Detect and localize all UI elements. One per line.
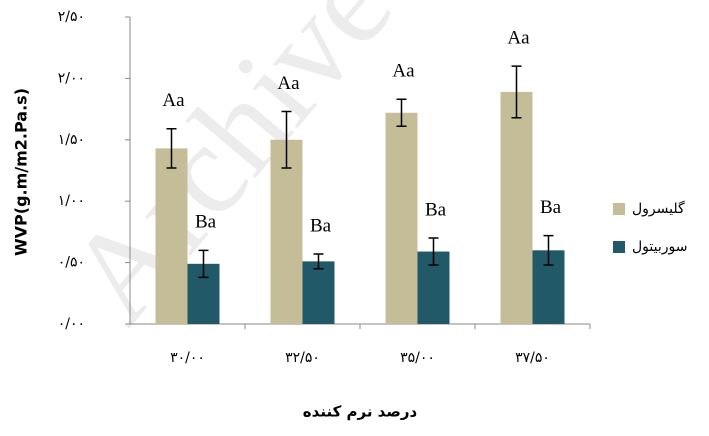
significance-label: Ba (195, 212, 217, 233)
y-tick-label: ۰/۵۰ (58, 255, 85, 271)
error-bar (166, 127, 177, 169)
error-bar (543, 234, 554, 266)
error-bar (396, 98, 407, 128)
significance-label: Ba (425, 199, 447, 220)
bar (385, 112, 418, 324)
significance-label: Aa (162, 90, 185, 111)
watermark: Archive (40, 0, 419, 348)
bar (302, 261, 335, 324)
error-bar (281, 110, 292, 169)
y-tick-label: ۱/۵۰ (58, 132, 85, 148)
y-tick-label: ۱/۰۰ (58, 193, 85, 209)
x-axis-title: درصد نرم کننده (303, 403, 418, 421)
y-axis-title: WVP(g.m/m2.Pa.s) (12, 88, 31, 256)
legend-swatch (613, 203, 625, 215)
bar (500, 91, 533, 325)
legend-label: گلیسرول (632, 200, 685, 217)
x-tick-label: ۳۷/۵۰ (515, 350, 550, 366)
bar (155, 148, 188, 324)
significance-label: Aa (392, 61, 415, 82)
significance-label: Aa (507, 27, 530, 48)
x-tick-label: ۳۵/۰۰ (400, 350, 435, 366)
y-tick-label: ۲/۵۰ (58, 9, 85, 25)
legend-swatch (613, 241, 625, 253)
x-tick-label: ۳۲/۵۰ (285, 350, 320, 366)
error-bar (428, 237, 439, 266)
error-bar (198, 249, 209, 279)
significance-label: Aa (277, 73, 300, 94)
error-bar (511, 65, 522, 119)
error-bar (313, 253, 324, 270)
legend-label: سوربیتول (632, 239, 687, 255)
bar (270, 139, 303, 324)
y-tick-label: ۲/۰۰ (58, 70, 85, 86)
significance-label: Ba (540, 197, 562, 218)
x-tick-label: ۳۰/۰۰ (170, 350, 205, 366)
y-tick-label: ۰/۰۰ (58, 316, 85, 332)
significance-label: Ba (310, 215, 332, 236)
